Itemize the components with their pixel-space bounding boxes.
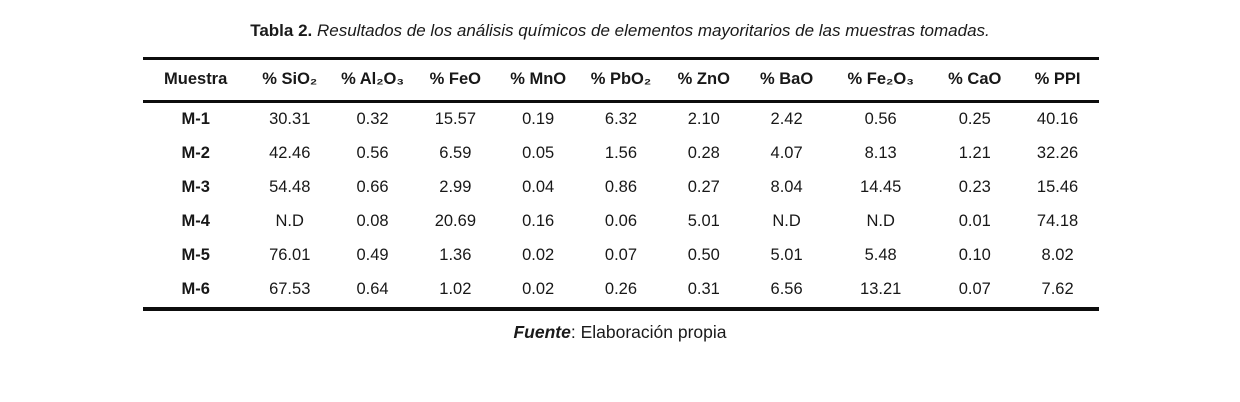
value-cell: 0.05 (522, 144, 555, 162)
value-cell: 0.26 (604, 280, 638, 298)
value-cell: 74.18 (1036, 212, 1079, 230)
value-cell: 0.19 (522, 110, 555, 128)
value-cell: 2.99 (439, 178, 472, 196)
table-row: M-1 30.31 0.32 15.57 0.19 6.32 2.10 2.42 0.56 0.2… (143, 102, 1099, 138)
table-row: M-6 67.53 0.64 1.02 0.02 0.26 0.31 6.56 13.21 0.0… (143, 273, 1099, 309)
value-cell: 0.01 (958, 212, 991, 230)
table-caption-number: Tabla 2 (250, 21, 308, 40)
value-cell: 7.62 (1041, 280, 1074, 298)
value-cell: 30.31 (269, 110, 311, 128)
value-cell: 4.07 (770, 144, 803, 162)
value-cell: 54.48 (269, 178, 311, 196)
table-body: M-1 30.31 0.32 15.57 0.19 6.32 2.10 2.42 0.56 0.2… (143, 102, 1099, 310)
table-row: M-3 54.48 0.66 2.99 0.04 0.86 0.27 8.04 14.45 0.2… (143, 171, 1099, 205)
value-cell: N.D (772, 212, 801, 230)
column-header: % CaO (933, 58, 1017, 103)
sample-label: M-5 (181, 246, 210, 264)
column-header: % SiO₂ (248, 58, 332, 103)
value-cell: 0.50 (687, 246, 720, 264)
value-cell: 0.08 (356, 212, 389, 230)
column-header: % BaO (745, 58, 829, 103)
sample-label: M-1 (181, 110, 210, 128)
value-cell: 0.86 (604, 178, 638, 196)
table-row: M-5 76.01 0.49 1.36 0.02 0.07 0.50 5.01 5.48 0.10… (143, 239, 1099, 273)
value-cell: 5.48 (864, 246, 897, 264)
sample-label: M-6 (181, 280, 210, 298)
value-cell: 76.01 (269, 246, 311, 264)
value-cell: 67.53 (269, 280, 311, 298)
table-row: M-2 42.46 0.56 6.59 0.05 1.56 0.28 4.07 8.13 1.21… (143, 137, 1099, 171)
column-header: % PPI (1016, 58, 1099, 103)
column-header: % Fe₂O₃ (828, 58, 934, 103)
value-cell: 1.56 (604, 144, 638, 162)
value-cell: N.D (866, 212, 895, 230)
sample-label: M-2 (181, 144, 210, 162)
value-cell: 1.21 (958, 144, 991, 162)
value-cell: 0.56 (356, 144, 389, 162)
value-cell: 0.56 (864, 110, 897, 128)
value-cell: 15.57 (434, 110, 476, 128)
column-header: % FeO (413, 58, 497, 103)
value-cell: 8.04 (770, 178, 803, 196)
value-cell: 5.01 (770, 246, 803, 264)
source-label: Fuente (513, 322, 571, 342)
value-cell: N.D (275, 212, 304, 230)
value-cell: 15.46 (1036, 178, 1079, 196)
table-caption-text: Resultados de los análisis químicos de e… (317, 21, 990, 40)
value-cell: 0.16 (522, 212, 555, 230)
column-header: % ZnO (662, 58, 746, 103)
value-cell: 0.28 (687, 144, 720, 162)
value-cell: 0.10 (958, 246, 991, 264)
value-cell: 20.69 (434, 212, 476, 230)
value-cell: 0.04 (522, 178, 555, 196)
source-text: : Elaboración propia (570, 322, 727, 342)
value-cell: 40.16 (1036, 110, 1079, 128)
value-cell: 0.32 (356, 110, 389, 128)
value-cell: 2.10 (687, 110, 720, 128)
value-cell: 8.13 (864, 144, 897, 162)
table-caption: Tabla 2. Resultados de los análisis quím… (180, 0, 1060, 44)
value-cell: 42.46 (269, 144, 311, 162)
value-cell: 0.06 (604, 212, 638, 230)
table-caption-separator: . (307, 21, 317, 40)
value-cell: 6.56 (770, 280, 803, 298)
value-cell: 5.01 (687, 212, 720, 230)
table-row: M-4 N.D 0.08 20.69 0.16 0.06 5.01 N.D N.D 0.01 74.… (143, 205, 1099, 239)
value-cell: 14.45 (860, 178, 902, 196)
table-header: Muestra% SiO₂% Al₂O₃% FeO% MnO% PbO₂% Zn… (143, 58, 1099, 103)
column-header: Muestra (143, 58, 249, 103)
value-cell: 0.31 (687, 280, 720, 298)
sample-label: M-3 (181, 178, 210, 196)
value-cell: 0.64 (356, 280, 389, 298)
column-header: % MnO (496, 58, 580, 103)
value-cell: 0.02 (522, 246, 555, 264)
chemical-analysis-table: Muestra% SiO₂% Al₂O₃% FeO% MnO% PbO₂% Zn… (143, 57, 1099, 311)
value-cell: 0.27 (687, 178, 720, 196)
value-cell: 0.23 (958, 178, 991, 196)
value-cell: 1.36 (439, 246, 472, 264)
value-cell: 0.07 (604, 246, 638, 264)
value-cell: 2.42 (770, 110, 803, 128)
value-cell: 32.26 (1036, 144, 1079, 162)
value-cell: 6.32 (604, 110, 638, 128)
value-cell: 0.25 (958, 110, 991, 128)
value-cell: 1.02 (439, 280, 472, 298)
value-cell: 6.59 (439, 144, 472, 162)
table-header-row: Muestra% SiO₂% Al₂O₃% FeO% MnO% PbO₂% Zn… (143, 58, 1099, 103)
sample-label: M-4 (181, 212, 210, 230)
value-cell: 13.21 (860, 280, 902, 298)
column-header: % PbO₂ (579, 58, 663, 103)
value-cell: 0.07 (958, 280, 991, 298)
value-cell: 8.02 (1041, 246, 1074, 264)
source-note: Fuente: Elaboración propia (0, 322, 1240, 343)
value-cell: 0.66 (356, 178, 389, 196)
column-header: % Al₂O₃ (331, 58, 414, 103)
value-cell: 0.02 (522, 280, 555, 298)
value-cell: 0.49 (356, 246, 389, 264)
